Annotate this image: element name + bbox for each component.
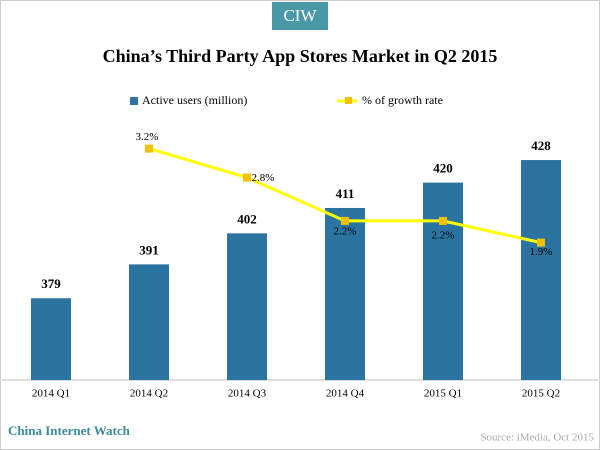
- x-tick-label: 2015 Q2: [522, 388, 560, 400]
- data-label: 428: [531, 138, 551, 153]
- badge-box: [272, 2, 328, 30]
- marker: [145, 144, 153, 153]
- badge: CIW: [283, 6, 317, 25]
- data-label: 379: [41, 276, 61, 291]
- marker: [341, 216, 349, 225]
- chart-title: China’s Third Party App Stores Market in…: [103, 46, 498, 66]
- bar: [129, 264, 169, 380]
- legend-swatch: [130, 97, 138, 105]
- x-tick-label: 2014 Q2: [130, 388, 168, 400]
- legend-marker: [345, 97, 352, 104]
- data-label: 1.9%: [530, 246, 553, 258]
- bar: [227, 233, 267, 380]
- data-label: 2.8%: [252, 172, 275, 184]
- data-label: 402: [237, 211, 257, 226]
- x-tick-label: 2014 Q3: [228, 388, 267, 400]
- data-label: 391: [139, 242, 159, 257]
- bar: [521, 160, 561, 380]
- legend-label: % of growth rate: [362, 93, 443, 107]
- bar: [423, 182, 463, 380]
- data-label: 2.2%: [432, 229, 455, 241]
- x-tick-label: 2014 Q1: [32, 388, 70, 400]
- marker: [439, 216, 447, 225]
- x-tick-label: 2014 Q4: [326, 388, 365, 400]
- bar: [325, 207, 365, 380]
- data-label: 420: [433, 161, 453, 176]
- data-label: 2.2%: [334, 225, 357, 237]
- marker: [243, 173, 251, 182]
- data-label: 3.2%: [136, 131, 159, 143]
- bar: [31, 298, 71, 380]
- marker: [537, 238, 545, 247]
- legend-label: Active users (million): [142, 93, 247, 107]
- data-label: 411: [336, 186, 355, 201]
- x-tick-label: 2015 Q1: [424, 388, 462, 400]
- source: Source: iMedia, Oct 2015: [480, 432, 594, 444]
- brand: China Internet Watch: [8, 423, 131, 438]
